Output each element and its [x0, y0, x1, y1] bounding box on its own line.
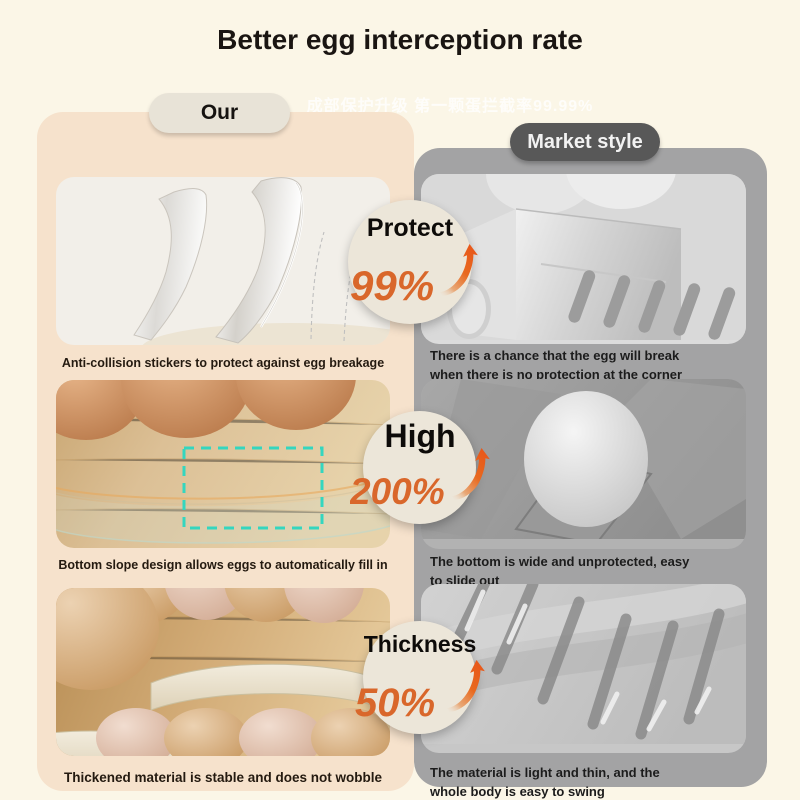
- svg-text:200%: 200%: [350, 471, 445, 512]
- svg-text:99%: 99%: [350, 262, 434, 309]
- svg-text:50%: 50%: [355, 681, 435, 725]
